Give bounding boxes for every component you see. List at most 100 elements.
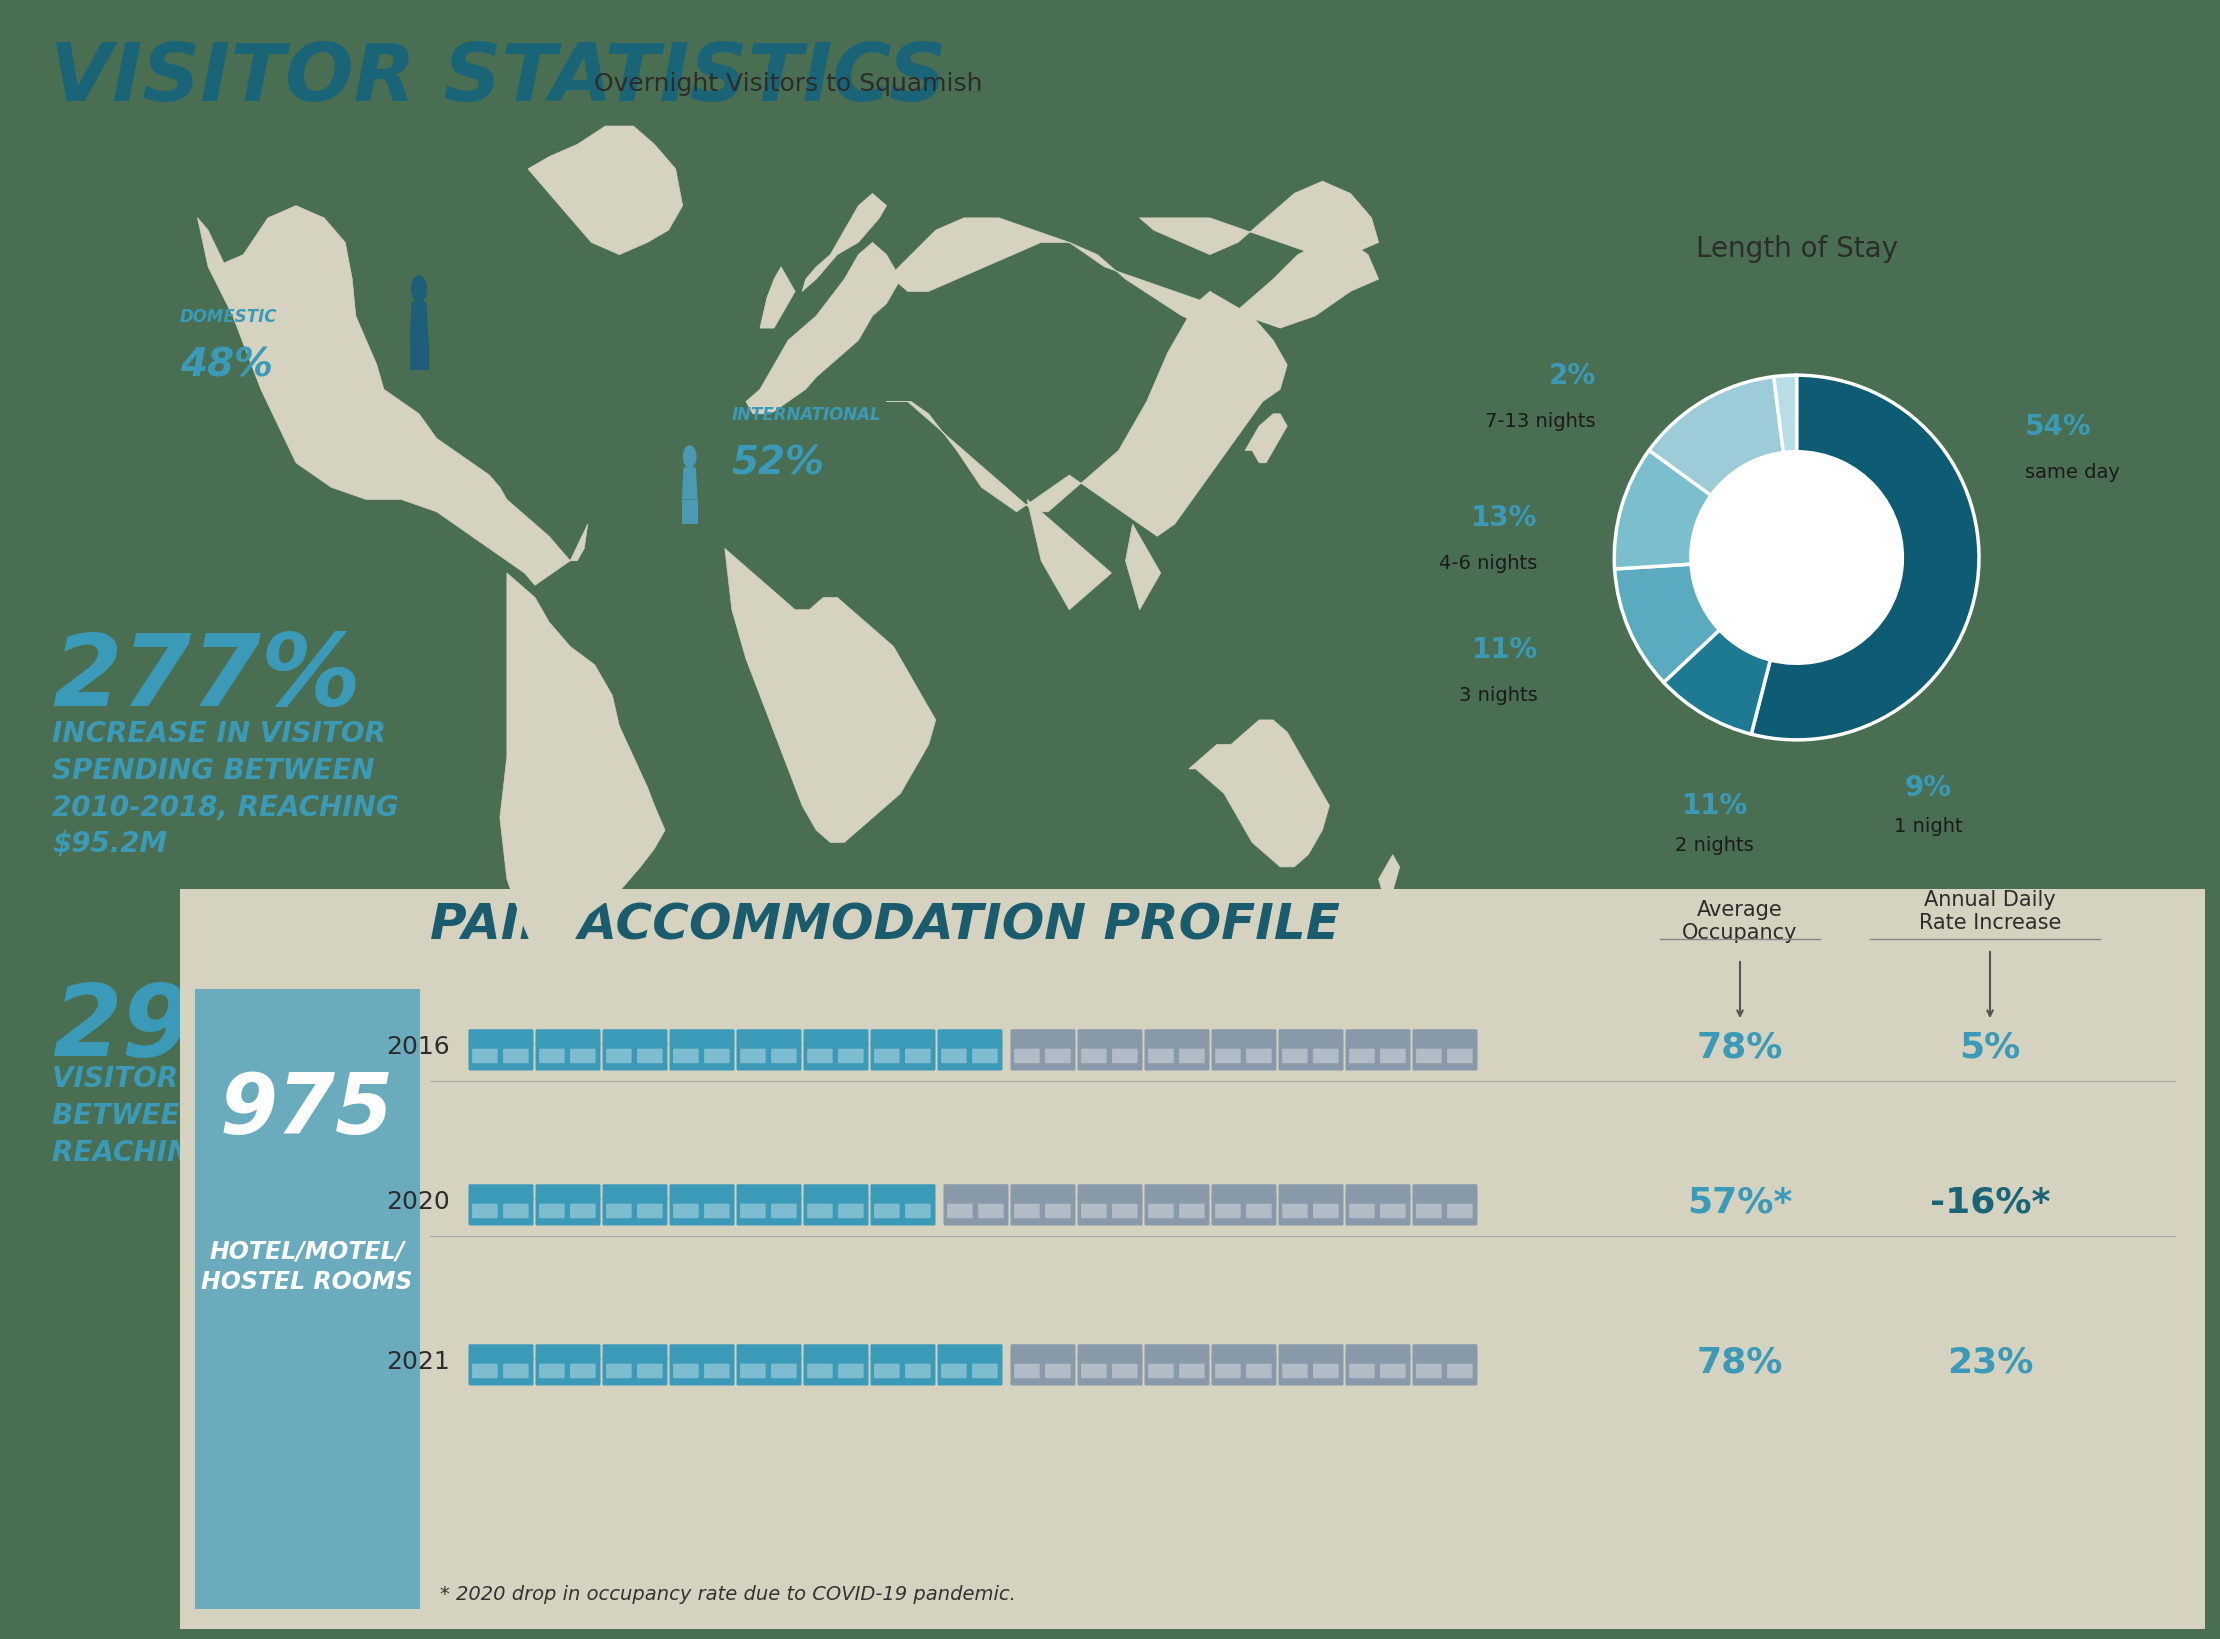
Text: INTERNATIONAL: INTERNATIONAL xyxy=(733,405,881,423)
FancyBboxPatch shape xyxy=(571,1049,595,1064)
FancyBboxPatch shape xyxy=(1283,1205,1308,1218)
FancyBboxPatch shape xyxy=(804,1344,868,1360)
FancyBboxPatch shape xyxy=(948,1205,972,1218)
FancyBboxPatch shape xyxy=(1212,1344,1276,1360)
FancyBboxPatch shape xyxy=(473,1364,497,1378)
FancyBboxPatch shape xyxy=(602,1042,668,1070)
FancyBboxPatch shape xyxy=(937,1344,1003,1360)
FancyBboxPatch shape xyxy=(670,1344,735,1360)
Polygon shape xyxy=(408,341,428,370)
FancyBboxPatch shape xyxy=(1416,1205,1441,1218)
Polygon shape xyxy=(1245,415,1288,464)
FancyBboxPatch shape xyxy=(1312,1049,1339,1064)
Text: 11%: 11% xyxy=(1681,792,1747,820)
FancyBboxPatch shape xyxy=(1212,1042,1276,1070)
FancyBboxPatch shape xyxy=(875,1049,899,1064)
FancyBboxPatch shape xyxy=(1146,1042,1210,1070)
Text: 54%: 54% xyxy=(2025,413,2091,441)
FancyBboxPatch shape xyxy=(1279,1185,1343,1201)
FancyBboxPatch shape xyxy=(1010,1185,1074,1201)
Text: 57%*: 57%* xyxy=(1687,1185,1794,1219)
FancyBboxPatch shape xyxy=(535,1185,599,1201)
FancyBboxPatch shape xyxy=(906,1364,930,1378)
FancyBboxPatch shape xyxy=(1416,1049,1441,1064)
FancyBboxPatch shape xyxy=(602,1344,668,1360)
FancyBboxPatch shape xyxy=(737,1344,801,1360)
FancyBboxPatch shape xyxy=(1447,1205,1472,1218)
FancyBboxPatch shape xyxy=(637,1205,662,1218)
FancyBboxPatch shape xyxy=(1412,1344,1479,1360)
Wedge shape xyxy=(1663,631,1769,734)
Text: 78%: 78% xyxy=(1696,1344,1783,1378)
FancyBboxPatch shape xyxy=(1283,1049,1308,1064)
Text: Length of Stay: Length of Stay xyxy=(1696,234,1898,262)
Text: DOMESTIC: DOMESTIC xyxy=(180,308,278,326)
FancyBboxPatch shape xyxy=(1447,1364,1472,1378)
Text: VISITOR STATISTICS: VISITOR STATISTICS xyxy=(51,39,946,118)
FancyBboxPatch shape xyxy=(670,1042,735,1070)
FancyBboxPatch shape xyxy=(1279,1344,1343,1360)
FancyBboxPatch shape xyxy=(1010,1042,1074,1070)
FancyBboxPatch shape xyxy=(808,1205,832,1218)
FancyBboxPatch shape xyxy=(1412,1198,1479,1226)
Polygon shape xyxy=(682,500,697,524)
FancyBboxPatch shape xyxy=(1345,1198,1410,1226)
FancyBboxPatch shape xyxy=(1046,1364,1070,1378)
FancyBboxPatch shape xyxy=(571,1364,595,1378)
Text: 4-6 nights: 4-6 nights xyxy=(1439,554,1538,574)
Circle shape xyxy=(684,447,695,469)
Circle shape xyxy=(411,277,426,303)
FancyBboxPatch shape xyxy=(1245,1205,1272,1218)
Text: 7-13 nights: 7-13 nights xyxy=(1485,411,1596,431)
FancyBboxPatch shape xyxy=(937,1359,1003,1385)
FancyBboxPatch shape xyxy=(468,1029,533,1046)
FancyBboxPatch shape xyxy=(468,1185,533,1201)
FancyBboxPatch shape xyxy=(1345,1042,1410,1070)
FancyBboxPatch shape xyxy=(804,1185,868,1201)
FancyBboxPatch shape xyxy=(1212,1359,1276,1385)
Polygon shape xyxy=(500,574,666,952)
FancyBboxPatch shape xyxy=(535,1359,599,1385)
FancyBboxPatch shape xyxy=(670,1185,735,1201)
Text: 13%: 13% xyxy=(1472,505,1538,533)
Text: 2021: 2021 xyxy=(386,1349,451,1373)
FancyBboxPatch shape xyxy=(670,1359,735,1385)
FancyBboxPatch shape xyxy=(979,1205,1003,1218)
FancyBboxPatch shape xyxy=(870,1042,935,1070)
Text: 2%: 2% xyxy=(1550,362,1596,390)
FancyBboxPatch shape xyxy=(941,1364,966,1378)
FancyBboxPatch shape xyxy=(1146,1359,1210,1385)
FancyBboxPatch shape xyxy=(870,1359,935,1385)
FancyBboxPatch shape xyxy=(870,1198,935,1226)
FancyBboxPatch shape xyxy=(937,1042,1003,1070)
FancyBboxPatch shape xyxy=(870,1344,935,1360)
Text: 52%: 52% xyxy=(733,444,826,482)
FancyBboxPatch shape xyxy=(468,1198,533,1226)
Wedge shape xyxy=(1614,565,1721,683)
FancyBboxPatch shape xyxy=(1212,1185,1276,1201)
Text: 975: 975 xyxy=(220,1069,393,1151)
FancyBboxPatch shape xyxy=(473,1205,497,1218)
Text: 2016: 2016 xyxy=(386,1034,451,1059)
FancyBboxPatch shape xyxy=(1010,1198,1074,1226)
FancyBboxPatch shape xyxy=(1416,1364,1441,1378)
FancyBboxPatch shape xyxy=(606,1049,633,1064)
FancyBboxPatch shape xyxy=(673,1205,699,1218)
Text: * 2020 drop in occupancy rate due to COVID-19 pandemic.: * 2020 drop in occupancy rate due to COV… xyxy=(440,1583,1017,1603)
FancyBboxPatch shape xyxy=(535,1344,599,1360)
FancyBboxPatch shape xyxy=(606,1205,633,1218)
FancyBboxPatch shape xyxy=(737,1185,801,1201)
FancyBboxPatch shape xyxy=(504,1205,528,1218)
FancyBboxPatch shape xyxy=(180,890,2204,1629)
Polygon shape xyxy=(724,549,935,842)
Polygon shape xyxy=(198,207,588,585)
Wedge shape xyxy=(1614,451,1712,570)
FancyBboxPatch shape xyxy=(468,1042,533,1070)
Text: 3 nights: 3 nights xyxy=(1459,685,1538,705)
FancyBboxPatch shape xyxy=(1010,1344,1074,1360)
FancyBboxPatch shape xyxy=(1077,1198,1143,1226)
Text: 23%: 23% xyxy=(1947,1344,2034,1378)
FancyBboxPatch shape xyxy=(1279,1029,1343,1046)
FancyBboxPatch shape xyxy=(1245,1364,1272,1378)
FancyBboxPatch shape xyxy=(1081,1205,1106,1218)
